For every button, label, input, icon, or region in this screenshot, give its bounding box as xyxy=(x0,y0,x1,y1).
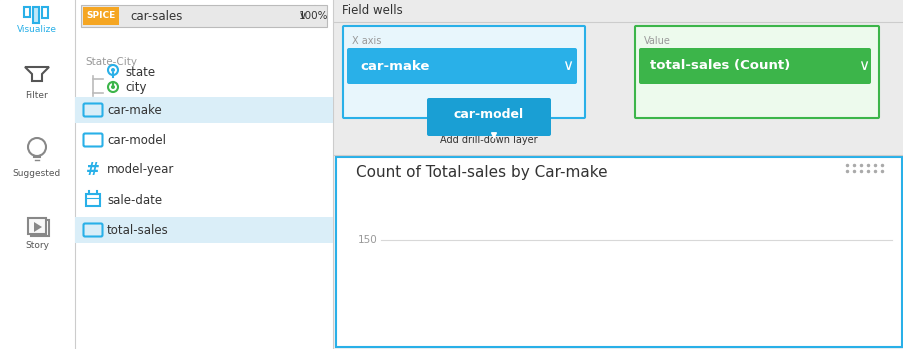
FancyBboxPatch shape xyxy=(342,26,584,118)
Bar xyxy=(333,0,903,155)
Bar xyxy=(81,5,327,27)
Text: model-year: model-year xyxy=(107,163,174,177)
Bar xyxy=(0,0,75,349)
Circle shape xyxy=(111,85,115,89)
Text: Count of Total-sales by Car-make: Count of Total-sales by Car-make xyxy=(356,165,607,180)
Text: Story: Story xyxy=(25,240,49,250)
Text: ∨: ∨ xyxy=(299,11,307,21)
Text: Value: Value xyxy=(643,36,670,46)
Text: Visualize: Visualize xyxy=(17,25,57,35)
Text: ∨: ∨ xyxy=(858,59,869,74)
Bar xyxy=(28,218,46,234)
Bar xyxy=(86,194,100,206)
Text: car-make: car-make xyxy=(107,104,162,117)
Bar xyxy=(75,217,332,243)
FancyBboxPatch shape xyxy=(347,48,576,84)
FancyBboxPatch shape xyxy=(638,48,870,84)
Text: Field wells: Field wells xyxy=(341,3,403,16)
Bar xyxy=(31,220,49,236)
Polygon shape xyxy=(34,222,42,232)
Bar xyxy=(33,7,40,23)
Text: SPICE: SPICE xyxy=(87,12,116,21)
Text: city: city xyxy=(125,81,146,94)
Text: sale-date: sale-date xyxy=(107,193,162,207)
Text: Suggested: Suggested xyxy=(13,170,61,178)
Text: car-model: car-model xyxy=(453,107,524,120)
Text: #: # xyxy=(86,161,100,179)
Bar xyxy=(75,97,332,123)
Bar xyxy=(83,7,119,25)
Bar xyxy=(24,7,31,17)
FancyBboxPatch shape xyxy=(426,98,551,136)
Bar xyxy=(42,7,49,18)
Text: 100%: 100% xyxy=(298,11,328,21)
Text: State-City: State-City xyxy=(85,57,137,67)
Text: total-sales: total-sales xyxy=(107,223,169,237)
Text: X axis: X axis xyxy=(351,36,381,46)
Text: car-sales: car-sales xyxy=(130,9,182,22)
Text: ∨: ∨ xyxy=(562,59,573,74)
Text: Add drill-down layer: Add drill-down layer xyxy=(440,135,537,145)
FancyBboxPatch shape xyxy=(634,26,878,118)
Bar xyxy=(75,0,332,349)
Text: total-sales (Count): total-sales (Count) xyxy=(649,59,789,73)
Text: Fields list: Fields list xyxy=(85,5,160,19)
Text: state: state xyxy=(125,66,155,79)
Text: car-make: car-make xyxy=(359,59,429,73)
Text: car-model: car-model xyxy=(107,134,166,147)
FancyBboxPatch shape xyxy=(336,157,901,347)
Bar xyxy=(33,7,40,23)
Circle shape xyxy=(111,68,115,72)
Text: 150: 150 xyxy=(358,235,377,245)
Text: Filter: Filter xyxy=(25,90,49,99)
